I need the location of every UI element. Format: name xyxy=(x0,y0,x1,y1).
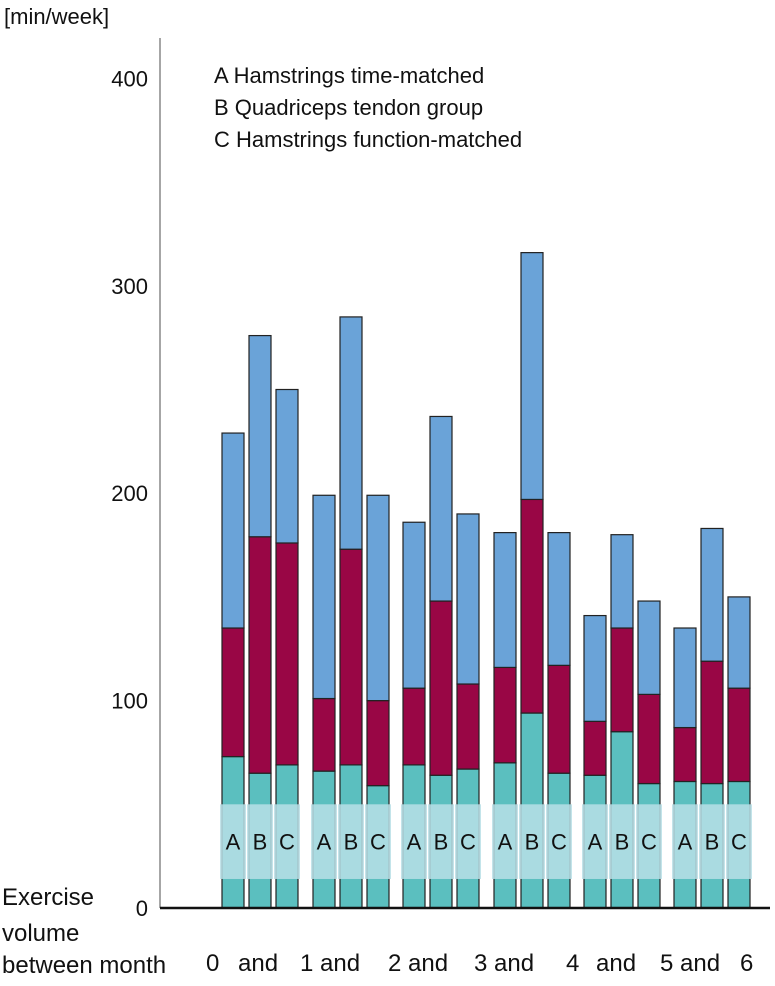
bar-3-4-b-top xyxy=(520,252,544,501)
x-axis-title-line-2: volume xyxy=(2,920,80,947)
bar-5-6-c-top xyxy=(727,596,751,689)
bar-3-4-a-top xyxy=(493,532,517,669)
bar-2-3-b-middle xyxy=(429,600,453,776)
period-label-2: 2 and xyxy=(388,950,449,977)
bar-5-6-c-middle xyxy=(727,687,751,783)
bar-letter-1-2-c: C xyxy=(370,830,386,855)
label-band-1-2-b xyxy=(338,804,364,879)
bar-letter-4-5-c: C xyxy=(641,830,657,855)
bar-5-6-b-top xyxy=(700,527,724,662)
bar-letter-3-4-c: C xyxy=(551,830,567,855)
bar-5-6-a-top xyxy=(673,627,697,729)
bar-1-2-c-middle xyxy=(366,699,390,787)
period-label-and-5: and xyxy=(596,950,637,977)
bar-0-1-c-top xyxy=(275,388,299,544)
label-band-0-1-b xyxy=(247,804,273,879)
period-label-0: 0 xyxy=(206,950,220,977)
legend-entry-c: C Hamstrings function-matched xyxy=(214,127,523,152)
bar-letter-5-6-c: C xyxy=(731,830,747,855)
bar-1-2-a-top xyxy=(312,494,336,700)
label-band-4-5-c xyxy=(636,804,662,879)
period-label-1: 1 and xyxy=(300,950,361,977)
legend-entry-b: B Quadriceps tendon group xyxy=(214,95,484,120)
x-axis-title-line-3: between month xyxy=(2,952,167,979)
bar-letter-1-2-a: A xyxy=(317,830,332,855)
bar-1-2-b-top xyxy=(339,316,363,550)
bar-letter-5-6-a: A xyxy=(678,830,693,855)
bar-letter-2-3-c: C xyxy=(460,830,476,855)
y-tick-label-0: 0 xyxy=(136,896,148,921)
bar-letter-5-6-b: B xyxy=(705,830,720,855)
bar-5-6-b-middle xyxy=(700,660,724,785)
bar-5-6-a-middle xyxy=(673,726,697,783)
label-band-5-6-c xyxy=(726,804,752,879)
bar-4-5-c-top xyxy=(637,600,661,695)
label-band-1-2-c xyxy=(365,804,391,879)
y-tick-label-200: 200 xyxy=(111,481,148,506)
bar-0-1-b-middle xyxy=(248,536,272,774)
y-tick-label-300: 300 xyxy=(111,274,148,299)
bar-letter-0-1-a: A xyxy=(226,830,241,855)
bar-letter-2-3-a: A xyxy=(407,830,422,855)
bar-2-3-c-middle xyxy=(456,683,480,770)
bar-3-4-c-top xyxy=(547,532,571,666)
bar-3-4-a-middle xyxy=(493,666,517,764)
y-tick-label-100: 100 xyxy=(111,689,148,714)
legend: A Hamstrings time-matched B Quadriceps t… xyxy=(214,60,522,156)
legend-entry-a: A Hamstrings time-matched xyxy=(214,63,485,88)
bar-3-4-b-middle xyxy=(520,498,544,714)
label-band-3-4-b xyxy=(519,804,545,879)
bar-4-5-c-middle xyxy=(637,693,661,785)
label-band-4-5-a xyxy=(582,804,608,879)
bar-1-2-b-middle xyxy=(339,548,363,766)
bar-0-1-a-middle xyxy=(221,627,245,758)
label-band-0-1-c xyxy=(274,804,300,879)
bar-0-1-c-middle xyxy=(275,542,299,766)
label-band-0-1-a xyxy=(220,804,246,879)
label-band-4-5-b xyxy=(609,804,635,879)
label-band-3-4-a xyxy=(492,804,518,879)
y-axis-unit-label: [min/week] xyxy=(4,4,110,29)
bar-letter-4-5-b: B xyxy=(615,830,630,855)
bar-2-3-a-middle xyxy=(402,687,426,766)
label-band-2-3-b xyxy=(428,804,454,879)
period-label-3: 3 and xyxy=(474,950,535,977)
bar-4-5-a-middle xyxy=(583,720,607,776)
bar-2-3-a-top xyxy=(402,521,426,689)
label-band-2-3-c xyxy=(455,804,481,879)
bar-letter-3-4-b: B xyxy=(525,830,540,855)
label-band-5-6-b xyxy=(699,804,725,879)
bar-2-3-b-top xyxy=(429,415,453,602)
bar-letter-2-3-b: B xyxy=(434,830,449,855)
bar-letter-0-1-c: C xyxy=(279,830,295,855)
bar-4-5-b-middle xyxy=(610,627,634,733)
bar-letter-4-5-a: A xyxy=(588,830,603,855)
label-band-1-2-a xyxy=(311,804,337,879)
bar-letter-1-2-b: B xyxy=(344,830,359,855)
period-label-5: 5 and xyxy=(660,950,721,977)
y-tick-label-400: 400 xyxy=(111,66,148,91)
period-label-4: 4 xyxy=(566,950,580,977)
bar-1-2-a-middle xyxy=(312,697,336,772)
bar-3-4-c-middle xyxy=(547,664,571,774)
bar-0-1-b-top xyxy=(248,334,272,538)
bar-letter-3-4-a: A xyxy=(498,830,513,855)
label-band-3-4-c xyxy=(546,804,572,879)
bar-4-5-a-top xyxy=(583,614,607,722)
bar-0-1-a-top xyxy=(221,432,245,629)
period-label-and-1: and xyxy=(238,950,279,977)
bar-4-5-b-top xyxy=(610,534,634,629)
label-band-2-3-a xyxy=(401,804,427,879)
x-axis-title-line-1: Exercise xyxy=(2,884,95,911)
period-label-6: 6 xyxy=(740,950,754,977)
bar-1-2-c-top xyxy=(366,494,390,702)
label-band-5-6-a xyxy=(672,804,698,879)
bar-letter-0-1-b: B xyxy=(253,830,268,855)
bar-2-3-c-top xyxy=(456,513,480,685)
